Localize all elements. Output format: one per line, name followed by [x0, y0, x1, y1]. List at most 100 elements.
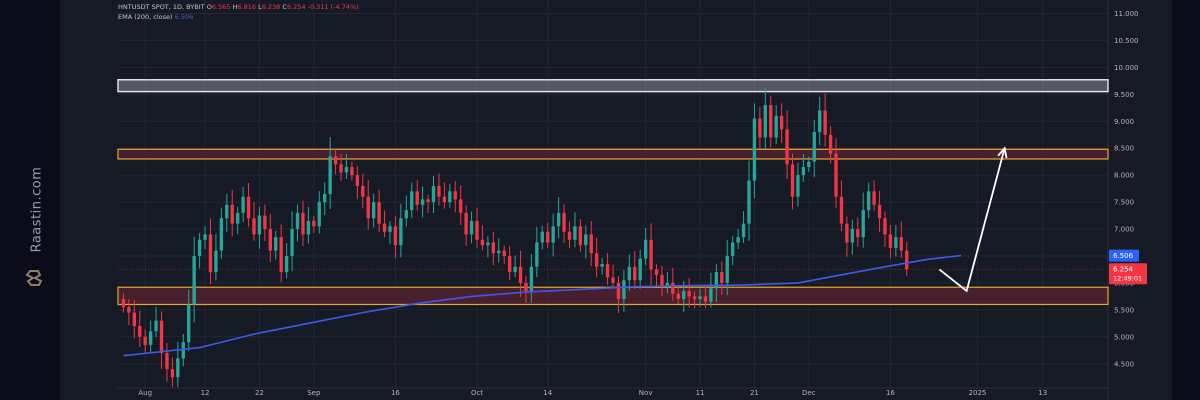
price-tick-label: 10.000 [1114, 64, 1139, 72]
candle-down [121, 299, 126, 308]
candle-down [279, 237, 283, 273]
candle-down [366, 196, 370, 219]
price-chart[interactable]: 11.000 10.500 10.000 9.500 9.000 8.500 8.000 7.… [60, 0, 1172, 400]
candle-down [633, 266, 637, 281]
candle-down [393, 226, 398, 246]
candle-down [872, 191, 876, 205]
price-tags: 6.506 6.254 12:49:01 [1109, 249, 1147, 285]
price-tick-label: 9.000 [1114, 118, 1134, 126]
price-tick-label: 5.000 [1114, 333, 1134, 341]
open-label: O [206, 3, 212, 11]
candle-down [268, 229, 272, 251]
ema-price-tag-value: 6.506 [1113, 252, 1134, 260]
candle-down [502, 250, 506, 256]
candle-down [426, 199, 430, 203]
ema-legend-row: EMA (200, close) 6.506 [118, 12, 359, 22]
candle-up [486, 242, 490, 246]
candle-up [638, 258, 642, 281]
candle-down [845, 223, 849, 243]
candle-up [420, 199, 425, 205]
candle-up [154, 320, 158, 332]
candle-up [290, 229, 294, 256]
candle-down [671, 282, 675, 294]
candle-down [159, 320, 164, 353]
candle-up [388, 226, 392, 232]
candle-up [807, 161, 811, 168]
candle-down [518, 266, 523, 283]
candle-down [252, 218, 256, 235]
candle-up [431, 185, 436, 203]
support-resistance-zones [117, 79, 1109, 306]
candle-down [453, 191, 457, 200]
candle-up [535, 242, 539, 267]
price-tick-label: 7.000 [1114, 226, 1134, 234]
candle-down [263, 215, 267, 230]
candle-up [295, 212, 300, 230]
time-tick-label: Oct [471, 389, 483, 397]
candle-up [600, 264, 604, 267]
candle-up [529, 266, 534, 291]
right-margin [1172, 0, 1200, 400]
resistance-zone-mid [117, 148, 1109, 160]
candle-up [323, 194, 327, 203]
last-price-tag [1109, 263, 1147, 285]
candle-up [741, 223, 746, 238]
candle-down [616, 282, 621, 300]
low-value: 6.238 [261, 3, 281, 11]
candle-down [758, 118, 762, 138]
candle-down [143, 336, 147, 345]
high-label: H [232, 3, 238, 11]
time-tick-label: 2025 [969, 389, 987, 397]
candle-down [382, 223, 387, 232]
candle-countdown: 12:49:01 [1113, 275, 1142, 283]
candle-down [785, 129, 789, 165]
time-axis[interactable]: Aug 12 22 Sep 16 Oct 14 Nov 11 21 Dec 16 2025 13 [138, 389, 1047, 397]
candle-down [480, 239, 485, 246]
price-tick-label: 8.500 [1114, 145, 1134, 153]
chart-canvas[interactable]: 11.000 10.500 10.000 9.500 9.000 8.500 8.000 7.… [60, 0, 1172, 400]
candle-up [497, 250, 501, 254]
candle-up [176, 358, 180, 378]
candle-down [170, 369, 175, 378]
candle-down [339, 164, 343, 173]
candle-up [203, 234, 207, 240]
candle-down [790, 164, 795, 197]
candle-down [350, 167, 354, 176]
time-tick-label: Sep [307, 389, 321, 397]
candle-down [437, 185, 441, 197]
candle-up [399, 218, 403, 246]
open-value: 6.565 [211, 3, 231, 11]
candle-up [556, 212, 561, 227]
time-tick-label: 13 [1038, 389, 1047, 397]
price-tick-label: 5.500 [1114, 306, 1134, 314]
left-margin: Raastin.com [0, 0, 60, 400]
candle-down [127, 307, 131, 313]
candle-up [148, 331, 153, 345]
candle-down [246, 196, 251, 219]
candle-down [605, 264, 610, 278]
time-tick-label: 22 [255, 389, 264, 397]
time-tick-label: 14 [543, 389, 552, 397]
candle-down [823, 110, 827, 135]
candle-down [165, 352, 169, 370]
candle-up [850, 229, 855, 243]
candle-down [834, 153, 838, 197]
candle-down [883, 218, 887, 235]
candle-down [208, 234, 213, 273]
candle-up [551, 226, 555, 243]
candle-up [725, 255, 729, 283]
candle-up [682, 291, 686, 300]
candle-up [714, 272, 719, 289]
time-tick-label: 12 [201, 389, 210, 397]
candle-up [540, 231, 544, 243]
brand-watermark: Raastin.com [14, 160, 54, 290]
price-axis[interactable]: 11.000 10.500 10.000 9.500 9.000 8.500 8.000 7.… [1114, 10, 1139, 368]
candle-down [578, 226, 583, 246]
candle-down [720, 272, 724, 283]
price-tick-label: 7.500 [1114, 199, 1134, 207]
candle-down [649, 239, 653, 270]
candle-up [306, 220, 311, 235]
candle-up [894, 237, 898, 248]
ema-line [123, 254, 962, 357]
price-tick-label: 11.000 [1114, 10, 1139, 18]
